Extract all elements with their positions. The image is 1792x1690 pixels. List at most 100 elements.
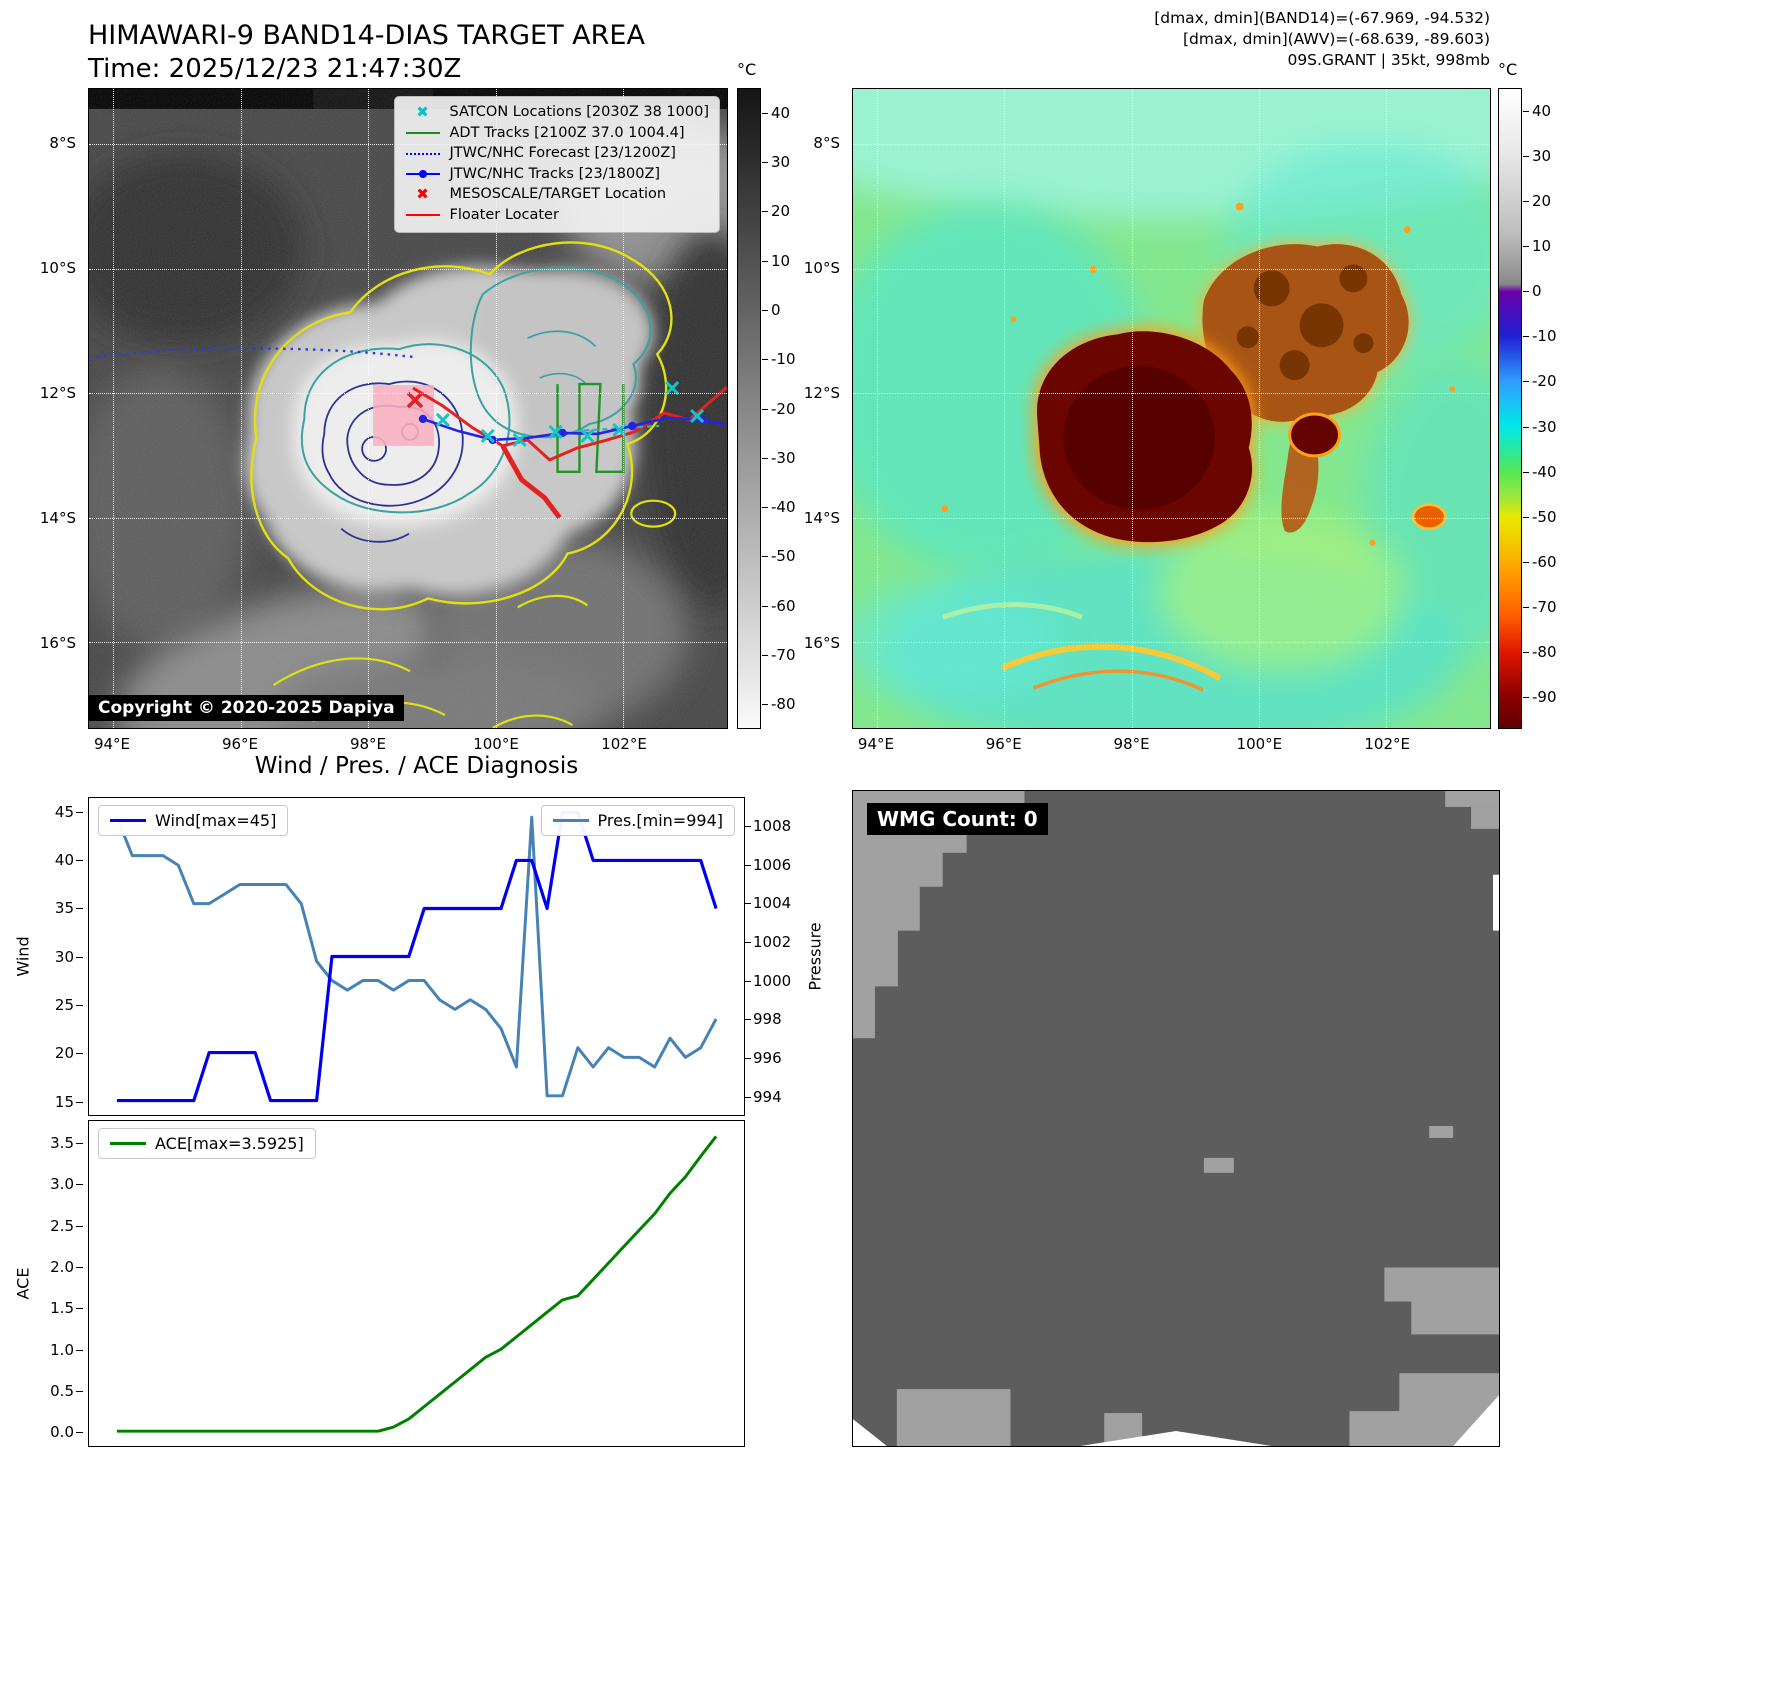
lon-tick-label: 94°E bbox=[857, 735, 894, 753]
band14-lon-axis: 94°E 96°E 98°E 100°E 102°E bbox=[88, 735, 728, 755]
colorbar-tick-label: -70 bbox=[762, 646, 796, 665]
colorbar-tick-label: -20 bbox=[1523, 372, 1557, 391]
lat-tick-label: 8°S bbox=[49, 134, 76, 153]
lat-tick-label: 12°S bbox=[39, 384, 76, 403]
colorbar-tick-label: -50 bbox=[762, 547, 796, 566]
pressure-legend-label: Pres.[min=994] bbox=[597, 811, 723, 830]
ace-line-icon bbox=[110, 1142, 146, 1145]
lat-tick-label: 14°S bbox=[39, 509, 76, 528]
lon-tick-label: 98°E bbox=[349, 735, 387, 753]
awv-lon-axis: 94°E 96°E 98°E 100°E 102°E bbox=[852, 735, 1491, 755]
wmg-panel: WMG Count: 0 bbox=[852, 790, 1500, 1447]
axis-tick-label: 1.5 bbox=[50, 1299, 83, 1318]
axis-tick-label: 20 bbox=[54, 1044, 84, 1063]
axis-tick-label: 1008 bbox=[743, 817, 792, 835]
axis-tick-label: 40 bbox=[54, 850, 84, 869]
pressure-line-icon bbox=[552, 819, 589, 822]
awv-colorbar-ticks: 40 30 20 10 0 -10 -20 -30 -40 -50 -60 -70 -80 -90 bbox=[1522, 88, 1580, 729]
wind-series-line bbox=[116, 810, 718, 1103]
band14-colorbar-unit: °C bbox=[737, 60, 757, 79]
lon-tick-label: 94°E bbox=[93, 735, 131, 753]
colorbar-tick-label: -20 bbox=[762, 399, 796, 418]
colorbar-tick-label: 0 bbox=[1523, 282, 1542, 301]
colorbar-tick-label: 40 bbox=[1522, 101, 1552, 120]
colorbar-tick-label: 20 bbox=[1522, 191, 1552, 210]
dmax-dmin-header: [dmax, dmin](BAND14)=(-67.969, -94.532) … bbox=[852, 8, 1490, 71]
lon-tick-label: 98°E bbox=[1113, 735, 1150, 753]
lat-tick-label: 16°S bbox=[803, 634, 840, 653]
jtwc-track-line-dot-icon bbox=[405, 170, 441, 178]
awv-colorbar bbox=[1498, 88, 1522, 729]
legend-label: ADT Tracks [2100Z 37.0 1004.4] bbox=[449, 124, 685, 141]
lat-tick-label: 14°S bbox=[803, 509, 840, 528]
jtwc-forecast-dotted-line-icon bbox=[405, 152, 441, 155]
colorbar-tick-label: -40 bbox=[762, 498, 796, 517]
axis-tick-label: 3.0 bbox=[50, 1175, 83, 1194]
ace-axis-label-wrap: ACE bbox=[8, 1120, 38, 1447]
pressure-axis-label-wrap: Pressure bbox=[800, 797, 830, 1116]
wmg-count-label: WMG Count: 0 bbox=[867, 803, 1048, 835]
pressure-series-line bbox=[115, 815, 718, 1098]
colorbar-tick-label: 30 bbox=[761, 152, 791, 171]
axis-tick-label: 1002 bbox=[743, 933, 792, 951]
colorbar-tick-label: -70 bbox=[1523, 598, 1557, 617]
legend-label: Floater Locater bbox=[449, 206, 559, 223]
storm-id-intensity: 09S.GRANT | 35kt, 998mb bbox=[1287, 51, 1490, 69]
wind-line-icon bbox=[110, 819, 146, 822]
lat-tick-label: 10°S bbox=[39, 259, 76, 278]
wmg-image bbox=[853, 791, 1499, 1446]
axis-tick-label: 0.0 bbox=[50, 1423, 83, 1442]
axis-tick-label: 2.5 bbox=[50, 1216, 83, 1235]
wind-pressure-plot bbox=[115, 810, 718, 1103]
adt-track-line-icon bbox=[405, 132, 441, 134]
light-gray-patches bbox=[853, 791, 1499, 1446]
lat-tick-label: 16°S bbox=[39, 634, 76, 653]
lon-tick-label: 96°E bbox=[985, 735, 1022, 753]
legend-item: ADT Tracks [2100Z 37.0 1004.4] bbox=[405, 125, 709, 142]
map-legend: ✖ SATCON Locations [2030Z 38 1000] ADT Tra… bbox=[393, 96, 720, 233]
colorbar-tick-label: -60 bbox=[1523, 552, 1557, 571]
satcon-x-icon: ✖ bbox=[416, 103, 429, 121]
colorbar-tick-label: -80 bbox=[762, 695, 796, 714]
pressure-legend: Pres.[min=994] bbox=[540, 805, 735, 836]
colorbar-tick-label: 20 bbox=[761, 202, 791, 221]
lat-tick-label: 12°S bbox=[803, 384, 840, 403]
band14-time: Time: 2025/12/23 21:47:30Z bbox=[88, 54, 462, 84]
lon-tick-label: 100°E bbox=[473, 735, 519, 753]
colorbar-tick-label: -40 bbox=[1523, 462, 1557, 481]
axis-tick-label: 2.0 bbox=[50, 1257, 83, 1276]
mesoscale-target-x-icon: ✖ bbox=[416, 185, 429, 203]
axis-tick-label: 35 bbox=[54, 899, 84, 918]
band14-lat-axis: 8°S 10°S 12°S 14°S 16°S bbox=[30, 88, 82, 729]
wind-legend: Wind[max=45] bbox=[98, 805, 289, 836]
pressure-axis-ticks: 994 996 998 1000 1002 1004 1006 1008 bbox=[743, 797, 801, 1116]
axis-tick-label: 15 bbox=[54, 1092, 84, 1111]
legend-label: SATCON Locations [2030Z 38 1000] bbox=[449, 104, 709, 120]
colorbar-tick-label: -30 bbox=[1523, 417, 1557, 436]
pressure-axis-label: Pressure bbox=[805, 922, 825, 991]
colorbar-tick-label: 10 bbox=[1522, 236, 1552, 255]
colorbar-tick-label: -60 bbox=[762, 596, 796, 615]
axis-tick-label: 0.5 bbox=[50, 1381, 83, 1400]
legend-label: JTWC/NHC Forecast [23/1200Z] bbox=[449, 145, 676, 161]
legend-item: ✖ MESOSCALE/TARGET Location bbox=[405, 186, 709, 203]
axis-tick-label: 30 bbox=[54, 947, 84, 966]
dmax-dmin-awv: [dmax, dmin](AWV)=(-68.639, -89.603) bbox=[1183, 30, 1490, 48]
wind-pressure-chart: Wind[max=45] Pres.[min=994] bbox=[88, 797, 745, 1116]
wind-axis-ticks: 15 20 25 30 35 40 45 bbox=[30, 797, 84, 1116]
axis-tick-label: 1006 bbox=[743, 855, 792, 874]
colorbar-tick-label: -10 bbox=[1523, 327, 1557, 346]
legend-item: ✖ SATCON Locations [2030Z 38 1000] bbox=[405, 104, 709, 121]
lon-tick-label: 100°E bbox=[1236, 735, 1283, 753]
band14-colorbar-ticks: 40 30 20 10 0 -10 -20 -30 -40 -50 -60 -70 -80 bbox=[761, 88, 819, 729]
colorbar-tick-label: 0 bbox=[762, 300, 781, 319]
band14-title: HIMAWARI-9 BAND14-DIAS TARGET AREA bbox=[88, 20, 645, 51]
lon-tick-label: 96°E bbox=[221, 735, 259, 753]
wind-axis-label: Wind bbox=[13, 936, 33, 977]
axis-tick-label: 996 bbox=[744, 1049, 782, 1067]
diagnosis-title: Wind / Pres. / ACE Diagnosis bbox=[254, 753, 579, 779]
axis-tick-label: 25 bbox=[54, 995, 84, 1014]
wind-legend-label: Wind[max=45] bbox=[155, 811, 277, 830]
colorbar-tick-label: -50 bbox=[1523, 507, 1557, 526]
axis-tick-label: 3.5 bbox=[50, 1134, 83, 1153]
